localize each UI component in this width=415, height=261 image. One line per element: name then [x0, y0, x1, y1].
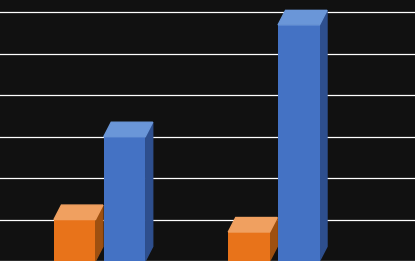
Polygon shape [278, 10, 327, 25]
Bar [228, 232, 270, 261]
Bar [278, 25, 320, 261]
Bar [54, 220, 95, 261]
Polygon shape [54, 205, 103, 220]
Polygon shape [104, 122, 153, 137]
Polygon shape [320, 10, 327, 261]
Polygon shape [228, 217, 277, 232]
Polygon shape [270, 217, 277, 261]
Polygon shape [95, 205, 103, 261]
Bar [104, 137, 145, 261]
Polygon shape [145, 122, 153, 261]
